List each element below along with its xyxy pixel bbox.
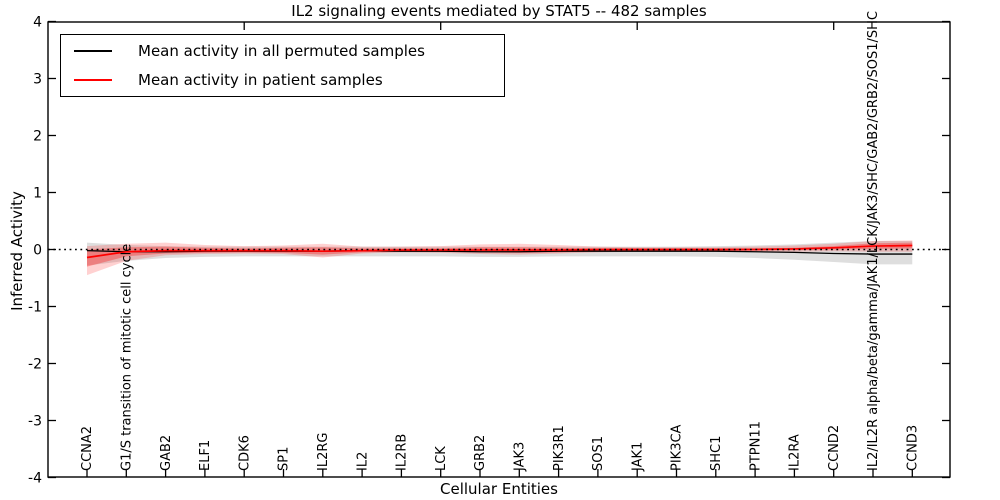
x-tick-label: JAK1 <box>630 442 645 472</box>
x-tick-label: PIK3R1 <box>552 425 567 471</box>
x-tick-label: IL2/IL2R alpha/beta/gamma/JAK1/LCK/JAK3/… <box>866 11 881 471</box>
x-tick-label: CCND2 <box>827 425 842 471</box>
y-tick-label: -2 <box>28 356 42 372</box>
x-tick-label: JAK3 <box>512 442 527 472</box>
x-tick-label: CCNA2 <box>80 426 95 471</box>
permuted-line-swatch <box>74 49 112 52</box>
x-tick-label: GRB2 <box>473 435 488 471</box>
y-tick-label: -3 <box>28 413 42 429</box>
legend-item-patient: Mean activity in patient samples <box>61 66 504 94</box>
x-tick-label: PTPN11 <box>748 421 763 471</box>
patient-confidence-band-inner <box>87 242 913 267</box>
chart-title: IL2 signaling events mediated by STAT5 -… <box>291 2 707 20</box>
x-tick-label: LCK <box>434 446 449 471</box>
x-tick-label: IL2RB <box>395 434 410 471</box>
x-tick-label: CDK6 <box>237 435 252 471</box>
y-tick-label: 4 <box>33 14 42 30</box>
patient-line-swatch <box>74 79 112 82</box>
legend-box: Mean activity in all permuted samples Me… <box>60 34 505 97</box>
x-tick-label: SHC1 <box>709 436 724 471</box>
y-axis-label: Inferred Activity <box>8 191 26 311</box>
x-tick-label: CCND3 <box>905 425 920 471</box>
x-tick-label: ELF1 <box>198 440 213 471</box>
x-tick-label: IL2RG <box>316 433 331 471</box>
legend-item-permuted: Mean activity in all permuted samples <box>61 37 504 65</box>
y-tick-label: -1 <box>28 299 42 315</box>
y-tick-label: -4 <box>28 470 42 486</box>
x-tick-label: PIK3CA <box>670 424 685 471</box>
x-tick-label: IL2 <box>355 452 370 471</box>
patient-mean-line <box>86 244 913 259</box>
x-tick-label: GAB2 <box>159 435 174 471</box>
permuted-confidence-band <box>87 240 913 266</box>
x-tick-label: G1/S transition of mitotic cell cycle <box>119 244 134 471</box>
y-tick-label: 2 <box>33 128 42 144</box>
y-tick-label: 0 <box>33 242 42 258</box>
legend-label-patient: Mean activity in patient samples <box>138 71 383 90</box>
x-axis-label: Cellular Entities <box>440 480 558 498</box>
x-tick-label: SOS1 <box>591 436 606 471</box>
y-tick-label: 1 <box>33 185 42 201</box>
y-tick-label: 3 <box>33 71 42 87</box>
x-tick-label: SP1 <box>277 447 292 471</box>
legend-label-permuted: Mean activity in all permuted samples <box>138 41 425 60</box>
x-tick-label: IL2RA <box>788 434 803 471</box>
